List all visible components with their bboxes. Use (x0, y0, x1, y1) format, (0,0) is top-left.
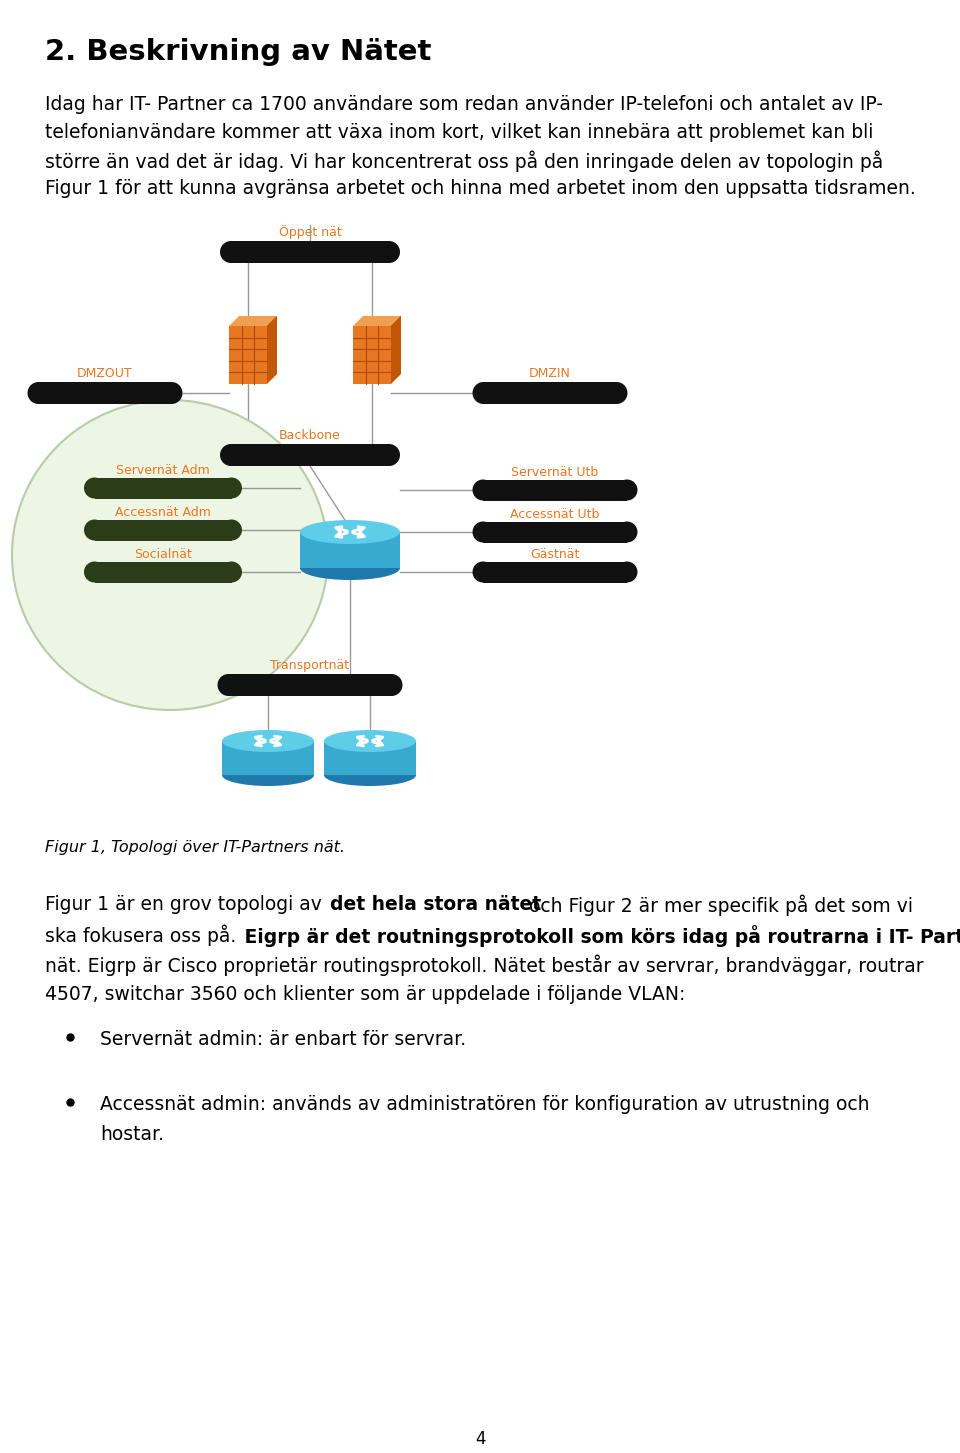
Text: Accessnät Utb: Accessnät Utb (511, 509, 600, 522)
Ellipse shape (300, 556, 400, 580)
Ellipse shape (84, 561, 105, 583)
Text: Figur 1 för att kunna avgränsa arbetet och hinna med arbetet inom den uppsatta t: Figur 1 för att kunna avgränsa arbetet o… (45, 179, 916, 198)
Ellipse shape (160, 382, 182, 404)
Text: hostar.: hostar. (100, 1125, 164, 1144)
Polygon shape (229, 325, 267, 384)
Text: ska fokusera oss på.: ska fokusera oss på. (45, 926, 236, 946)
Ellipse shape (220, 241, 242, 263)
Ellipse shape (221, 520, 242, 541)
Ellipse shape (324, 729, 416, 753)
Text: Gästnät: Gästnät (530, 548, 580, 561)
Ellipse shape (324, 764, 416, 786)
Ellipse shape (222, 764, 314, 786)
Ellipse shape (28, 382, 50, 404)
Ellipse shape (616, 522, 637, 542)
Bar (222, 741, 314, 774)
Ellipse shape (380, 674, 402, 696)
Ellipse shape (616, 479, 637, 500)
Ellipse shape (472, 522, 493, 542)
Bar (38, 382, 172, 404)
Polygon shape (363, 315, 401, 373)
Polygon shape (391, 315, 401, 384)
Ellipse shape (221, 478, 242, 498)
Text: Transportnät: Transportnät (271, 660, 349, 671)
Ellipse shape (84, 520, 105, 541)
Ellipse shape (616, 561, 637, 583)
Ellipse shape (221, 561, 242, 583)
Text: Accessnät admin: används av administratören för konfiguration av utrustning och: Accessnät admin: används av administratö… (100, 1096, 870, 1114)
Bar (94, 520, 231, 541)
Text: Servernät Utb: Servernät Utb (512, 466, 599, 479)
Bar (94, 478, 231, 498)
Ellipse shape (378, 241, 400, 263)
Text: det hela stora nätet: det hela stora nätet (330, 895, 541, 914)
Bar (228, 674, 392, 696)
Text: Backbone: Backbone (279, 429, 341, 442)
Text: Eigrp är det routningsprotokoll som körs idag på routrarna i IT- Partners: Eigrp är det routningsprotokoll som körs… (238, 926, 960, 947)
Ellipse shape (220, 445, 242, 466)
Bar (483, 561, 627, 583)
Bar (483, 522, 627, 542)
Text: Figur 1, Topologi över IT-Partners nät.: Figur 1, Topologi över IT-Partners nät. (45, 840, 345, 854)
Ellipse shape (472, 479, 493, 500)
Ellipse shape (472, 382, 494, 404)
Polygon shape (229, 315, 277, 325)
Bar (483, 479, 627, 500)
Polygon shape (353, 325, 391, 384)
Ellipse shape (218, 674, 239, 696)
Polygon shape (353, 315, 401, 325)
Bar (94, 561, 231, 583)
Ellipse shape (472, 561, 493, 583)
Text: och Figur 2 är mer specifik på det som vi: och Figur 2 är mer specifik på det som v… (523, 895, 913, 917)
Text: 4: 4 (475, 1430, 485, 1449)
Bar (324, 741, 416, 774)
Ellipse shape (222, 729, 314, 753)
Bar (231, 445, 389, 466)
Text: 2. Beskrivning av Nätet: 2. Beskrivning av Nätet (45, 38, 431, 65)
Text: Socialnät: Socialnät (134, 548, 192, 561)
Ellipse shape (12, 400, 328, 711)
Text: DMZIN: DMZIN (529, 368, 571, 381)
Text: Accessnät Adm: Accessnät Adm (115, 506, 211, 519)
Bar (484, 382, 616, 404)
Text: DMZOUT: DMZOUT (77, 368, 132, 381)
Polygon shape (239, 315, 277, 373)
Text: telefonianvändare kommer att växa inom kort, vilket kan innebära att problemet k: telefonianvändare kommer att växa inom k… (45, 124, 874, 142)
Text: Servernät admin: är enbart för servrar.: Servernät admin: är enbart för servrar. (100, 1030, 467, 1049)
Text: större än vad det är idag. Vi har koncentrerat oss på den inringade delen av top: större än vad det är idag. Vi har koncen… (45, 151, 883, 173)
Ellipse shape (84, 478, 105, 498)
Ellipse shape (606, 382, 628, 404)
Text: Figur 1 är en grov topologi av: Figur 1 är en grov topologi av (45, 895, 328, 914)
Bar (300, 532, 400, 568)
Text: Öppet nät: Öppet nät (278, 225, 342, 238)
Text: nät. Eigrp är Cisco proprietär routingsprotokoll. Nätet består av servrar, brand: nät. Eigrp är Cisco proprietär routingsp… (45, 955, 924, 976)
Bar (231, 241, 389, 263)
Ellipse shape (378, 445, 400, 466)
Polygon shape (267, 315, 277, 384)
Ellipse shape (300, 520, 400, 543)
Text: 4507, switchar 3560 och klienter som är uppdelade i följande VLAN:: 4507, switchar 3560 och klienter som är … (45, 985, 685, 1004)
Text: Idag har IT- Partner ca 1700 användare som redan använder IP-telefoni och antale: Idag har IT- Partner ca 1700 användare s… (45, 94, 883, 113)
Text: Servernät Adm: Servernät Adm (116, 464, 210, 477)
